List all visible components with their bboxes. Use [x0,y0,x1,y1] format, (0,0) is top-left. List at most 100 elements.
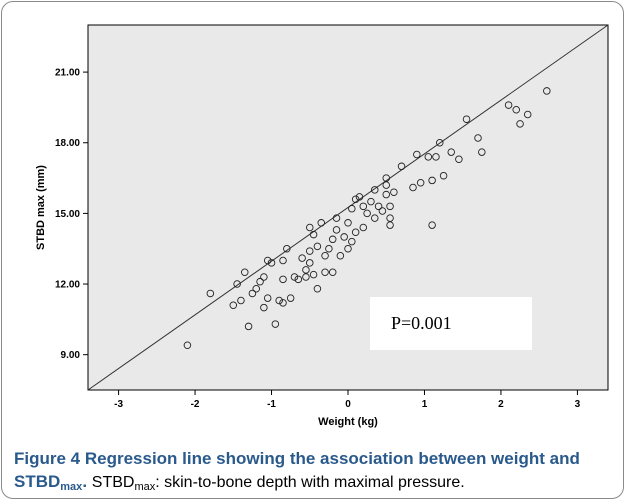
data-point [233,280,241,288]
data-point [275,296,283,305]
data-point [290,273,299,281]
data-point [363,209,371,218]
data-point [428,221,436,229]
data-point [439,171,448,180]
data-point [478,148,486,156]
data-point [416,179,425,187]
data-point [306,223,314,232]
x-tick-label: 2 [498,399,504,410]
p-value-annotation: P=0.001 [370,297,532,350]
data-point [332,226,341,234]
data-point [371,186,379,194]
x-tick-label: 3 [575,399,581,410]
x-axis-title: Weight (kg) [318,416,378,428]
data-point [283,244,291,253]
data-point [263,256,272,265]
data-point [355,193,364,201]
data-point [340,233,348,241]
data-point [382,174,390,182]
data-point [271,320,280,328]
x-tick-label: 0 [345,399,351,410]
data-point [516,120,524,128]
y-axis-title: STBD max (mm) [35,165,47,250]
data-point [286,294,295,302]
data-point [317,219,325,227]
data-point [244,322,253,331]
caption-desc-main: STBD [91,474,135,491]
data-point [256,277,264,286]
data-point [359,223,368,232]
data-point [390,188,398,196]
data-point [306,259,314,267]
data-point [328,268,337,277]
data-point [332,214,341,222]
y-tick-label: 21.00 [55,68,80,79]
data-point [336,252,345,260]
data-point [309,270,318,279]
caption-description: STBDmax: skin-to-bone depth with maximal… [91,474,465,493]
y-tick-label: 18.00 [55,138,80,149]
data-point [267,259,276,267]
data-point [237,296,245,305]
regression-line [87,24,609,391]
data-point [351,228,360,236]
caption-title-end: . [82,472,88,491]
data-point [328,235,337,244]
data-point [382,181,390,189]
data-point [321,268,329,277]
data-point [359,202,368,211]
data-point [367,197,375,206]
caption-title: Regression line showing the association … [14,449,580,493]
caption-title-sub: max [60,481,83,493]
data-point [455,155,463,163]
caption-desc-rest: : skin-to-bone depth with maximal pressu… [155,474,465,491]
data-point [424,153,433,161]
x-tick-label: -2 [191,399,200,410]
x-tick-label: -3 [114,399,123,410]
x-tick-label: 1 [422,399,428,410]
data-point [344,219,352,227]
data-point [523,110,532,119]
y-tick-label: 15.00 [55,209,80,220]
data-point [462,115,471,123]
data-point [241,268,249,277]
data-point [313,284,322,293]
x-tick-label: -1 [267,399,276,410]
data-point [348,237,356,246]
p-value-text: P=0.001 [391,313,452,333]
caption-title-text: Regression line showing the association … [14,449,580,491]
data-point [183,341,192,350]
data-point [260,303,268,312]
caption-label: Figure 4 [14,449,81,468]
caption-desc-sub: max [134,481,156,493]
data-point [386,202,394,211]
data-point [413,150,421,159]
data-point [229,301,238,309]
data-point [504,101,513,109]
data-point [371,214,379,222]
data-point [321,252,329,260]
data-point [436,138,444,147]
data-point [344,244,352,253]
y-tick-label: 9.00 [61,350,81,361]
data-point [397,162,406,171]
y-tick-label: 12.00 [55,280,80,291]
data-point [279,299,287,307]
data-point [309,230,318,239]
data-point [386,221,394,229]
data-point [248,289,257,298]
data-point [374,202,383,211]
data-point [512,106,520,114]
data-point [378,207,387,215]
data-point [428,176,436,185]
data-point [474,134,482,142]
data-point [348,204,356,213]
data-point [325,244,333,253]
data-point [206,289,215,298]
data-point [263,294,272,302]
figure-caption: Figure 4 Regression line showing the ass… [14,447,618,499]
data-point [298,254,306,262]
data-point [279,256,287,265]
data-point [543,87,551,95]
data-point [306,247,314,255]
